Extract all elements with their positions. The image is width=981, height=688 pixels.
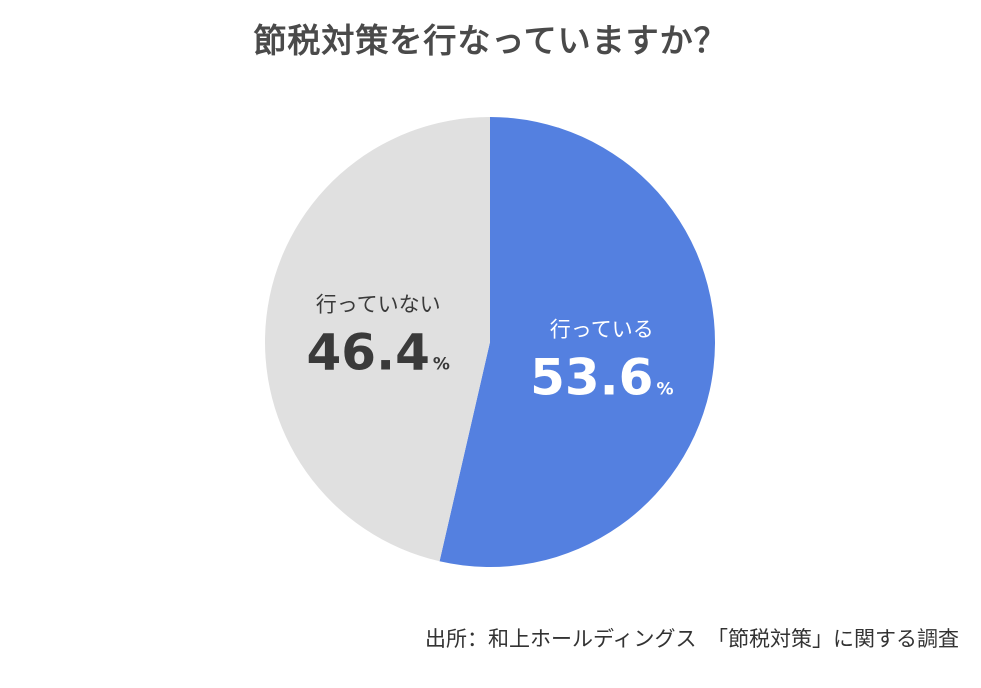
slice-label-0: 行っている [550,318,654,342]
chart-title: 節税対策を行なっていますか？ [253,21,728,60]
pie-slice-1 [264,117,490,562]
slice-label-1: 行っていない [316,292,441,316]
source-note: 出所：和上ホールディングス 「節税対策」に関する調査 [424,627,959,651]
slice-value-1: 46.4% [307,323,450,381]
pie-slice-0 [439,117,715,567]
slice-value-0: 53.6% [530,349,673,407]
